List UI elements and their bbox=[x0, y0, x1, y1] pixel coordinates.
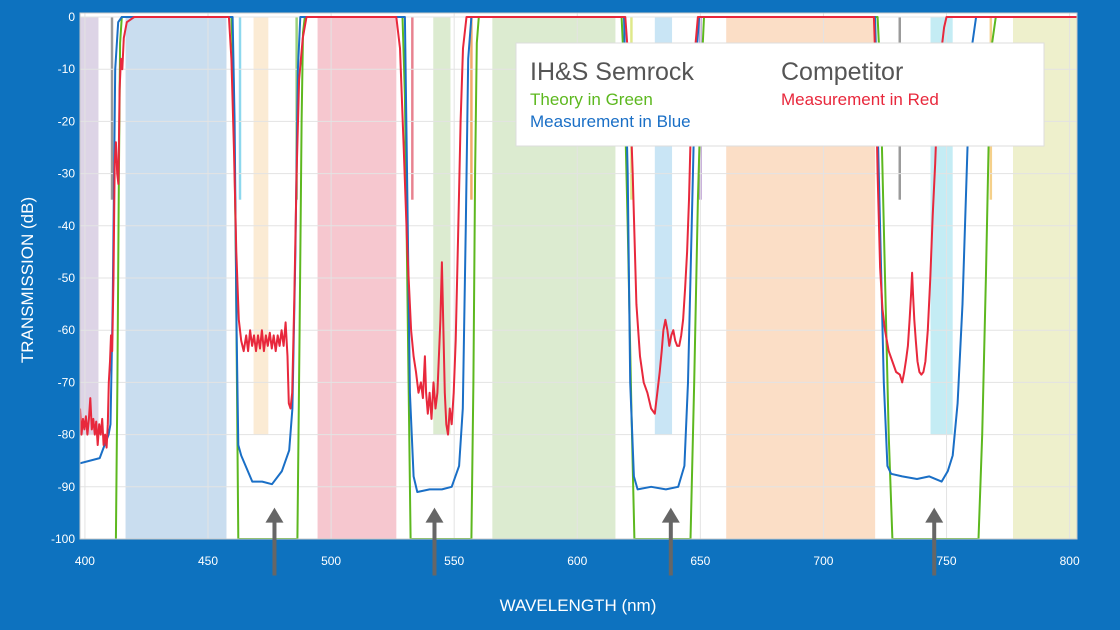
series-measurement-in-redline bbox=[80, 16, 1077, 449]
x-tick-label: 400 bbox=[75, 554, 95, 568]
x-tick-label: 650 bbox=[690, 554, 710, 568]
x-tick-label: 600 bbox=[567, 554, 587, 568]
laser-line-8 bbox=[470, 17, 473, 200]
laser-line-3 bbox=[238, 17, 242, 200]
arrow-1 bbox=[265, 507, 284, 576]
x-tick-label: 450 bbox=[198, 554, 218, 568]
y-tick-label: -100 bbox=[51, 532, 75, 546]
legend-measurement-red: Measurement in Red bbox=[781, 90, 939, 109]
y-axis-title: TRANSMISSION (dB) bbox=[18, 197, 37, 363]
x-tick-label: 500 bbox=[321, 554, 341, 568]
arrow-head bbox=[661, 507, 680, 523]
y-tick-label: 0 bbox=[68, 10, 75, 24]
legend-theory-green: Theory in Green bbox=[530, 90, 653, 109]
y-tick-label: -60 bbox=[58, 323, 76, 337]
arrow-3 bbox=[661, 507, 680, 576]
y-tick-label: -40 bbox=[58, 219, 76, 233]
y-tick-label: -90 bbox=[58, 480, 76, 494]
x-tick-label: 550 bbox=[444, 554, 464, 568]
y-tick-label: -80 bbox=[58, 428, 76, 442]
legend-box: IH&S Semrock Theory in Green Measurement… bbox=[515, 42, 1045, 147]
x-axis-title: WAVELENGTH (nm) bbox=[500, 596, 657, 615]
x-tick-labels: 400 450 500 550 600 650 700 750 800 bbox=[75, 554, 1080, 568]
y-tick-label: -30 bbox=[58, 167, 76, 181]
x-tick-label: 750 bbox=[937, 554, 957, 568]
x-tick-label: 800 bbox=[1060, 554, 1080, 568]
plot-border bbox=[79, 12, 1078, 540]
laser-line-2 bbox=[110, 17, 114, 200]
arrow-2 bbox=[425, 507, 444, 576]
series-layer bbox=[80, 16, 1077, 539]
y-tick-label: -50 bbox=[58, 271, 76, 285]
legend-background bbox=[515, 42, 1045, 147]
legend-brand-a: IH&S Semrock bbox=[530, 58, 694, 86]
arrow-head bbox=[425, 507, 444, 523]
y-tick-label: -10 bbox=[58, 62, 76, 76]
legend-measurement-blue: Measurement in Blue bbox=[530, 112, 691, 131]
y-tick-label: -70 bbox=[58, 375, 76, 389]
laser-line-6 bbox=[411, 17, 414, 200]
y-tick-label: -20 bbox=[58, 114, 76, 128]
arrow-layer bbox=[265, 507, 944, 576]
y-tick-labels: 0 -10 -20 -30 -40 -50 -60 -70 -80 -90 -100 bbox=[51, 10, 75, 546]
arrow-head bbox=[265, 507, 284, 523]
arrow-4 bbox=[925, 507, 944, 576]
x-tick-label: 700 bbox=[813, 554, 833, 568]
arrow-head bbox=[925, 507, 944, 523]
legend-brand-b: Competitor bbox=[781, 58, 903, 86]
